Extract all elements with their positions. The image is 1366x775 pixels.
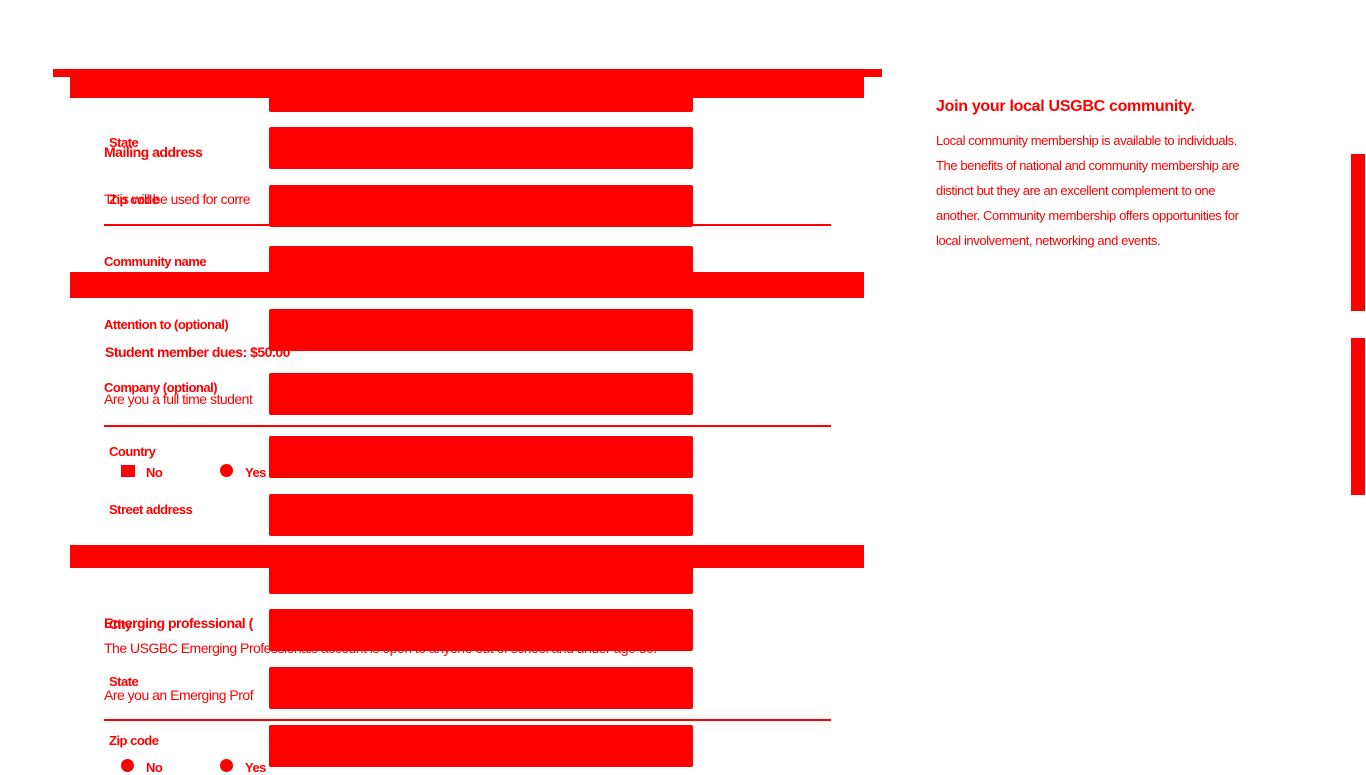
sidebar-body: Local community membership is available …	[936, 133, 1240, 248]
state-label-2: State	[109, 674, 139, 689]
emerging-professional-heading: Emerging professional (	[104, 615, 253, 631]
student-yes-label: Yes	[245, 465, 266, 480]
country-select[interactable]	[269, 436, 693, 478]
ep-question: Are you an Emerging Prof	[104, 687, 254, 703]
ep-no-radio[interactable]	[121, 759, 134, 772]
section-bar-2	[70, 272, 864, 298]
divider-3	[104, 719, 831, 721]
company-input[interactable]	[269, 373, 693, 415]
input-field-1[interactable]	[269, 70, 693, 112]
student-no-radio[interactable]	[121, 465, 135, 477]
zip-code-label-2: Zip code	[109, 733, 159, 748]
input-field-after-bar[interactable]	[269, 552, 693, 594]
community-sidebar: Join your local USGBC community. Local c…	[936, 98, 1266, 253]
student-yes-radio[interactable]	[220, 464, 233, 477]
ep-yes-radio[interactable]	[220, 759, 233, 772]
city-label: City	[109, 617, 132, 632]
country-label: Country	[109, 444, 156, 459]
city-input[interactable]	[269, 609, 693, 651]
community-name-label: Community name	[104, 254, 207, 269]
community-name-select[interactable]	[269, 246, 693, 276]
emerging-professional-note: The USGBC Emerging Professionals account…	[104, 640, 657, 656]
scrollbar-segment-2[interactable]	[1351, 338, 1365, 495]
state-label: State	[109, 135, 139, 150]
student-question: Are you a full time student	[104, 391, 253, 407]
zip-code-input-2[interactable]	[269, 725, 693, 767]
attention-input[interactable]	[269, 309, 693, 351]
divider-1	[104, 224, 831, 226]
state-select[interactable]	[269, 127, 693, 169]
zip-code-input[interactable]	[269, 185, 693, 227]
mailing-address-heading: Mailing address	[104, 144, 203, 160]
scrollbar-segment-1[interactable]	[1351, 154, 1365, 311]
street-address-input[interactable]	[269, 494, 693, 536]
divider-2	[104, 425, 831, 427]
sidebar-title: Join your local USGBC community.	[936, 98, 1195, 115]
student-no-label: No	[146, 465, 163, 480]
state-select-2[interactable]	[269, 667, 693, 709]
student-dues-heading: Student member dues: $50.00	[105, 344, 290, 360]
attention-label: Attention to (optional)	[104, 317, 229, 332]
street-address-label: Street address	[109, 502, 193, 517]
company-label: Company (optional)	[104, 380, 218, 395]
mailing-note: This will be used for corre	[104, 191, 251, 207]
zip-code-label: Zip code	[109, 192, 159, 207]
